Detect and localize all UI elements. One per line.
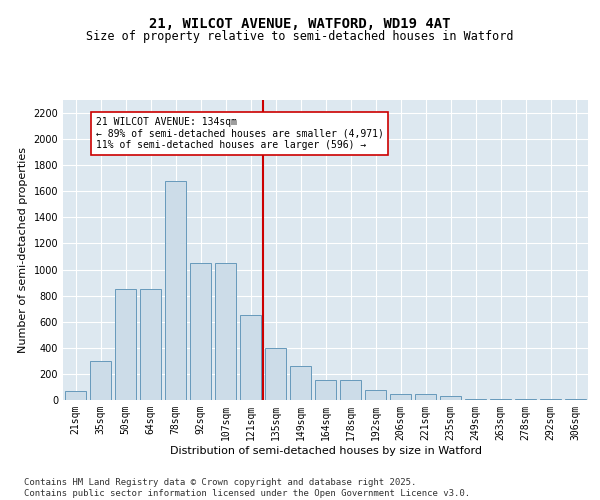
- Bar: [390, 394, 411, 400]
- Bar: [415, 394, 436, 400]
- Bar: [140, 289, 161, 400]
- Text: 21 WILCOT AVENUE: 134sqm
← 89% of semi-detached houses are smaller (4,971)
11% o: 21 WILCOT AVENUE: 134sqm ← 89% of semi-d…: [95, 117, 383, 150]
- Bar: [365, 390, 386, 400]
- Bar: [240, 315, 261, 400]
- Y-axis label: Number of semi-detached properties: Number of semi-detached properties: [18, 147, 28, 353]
- Bar: [265, 348, 286, 400]
- Bar: [490, 398, 511, 400]
- Bar: [165, 181, 186, 400]
- Bar: [465, 398, 486, 400]
- Bar: [290, 366, 311, 400]
- X-axis label: Distribution of semi-detached houses by size in Watford: Distribution of semi-detached houses by …: [170, 446, 482, 456]
- Bar: [190, 263, 211, 400]
- Bar: [340, 380, 361, 400]
- Bar: [215, 263, 236, 400]
- Bar: [65, 391, 86, 400]
- Bar: [90, 361, 111, 400]
- Bar: [115, 289, 136, 400]
- Text: Contains HM Land Registry data © Crown copyright and database right 2025.
Contai: Contains HM Land Registry data © Crown c…: [24, 478, 470, 498]
- Bar: [440, 396, 461, 400]
- Bar: [315, 380, 336, 400]
- Text: Size of property relative to semi-detached houses in Watford: Size of property relative to semi-detach…: [86, 30, 514, 43]
- Text: 21, WILCOT AVENUE, WATFORD, WD19 4AT: 21, WILCOT AVENUE, WATFORD, WD19 4AT: [149, 18, 451, 32]
